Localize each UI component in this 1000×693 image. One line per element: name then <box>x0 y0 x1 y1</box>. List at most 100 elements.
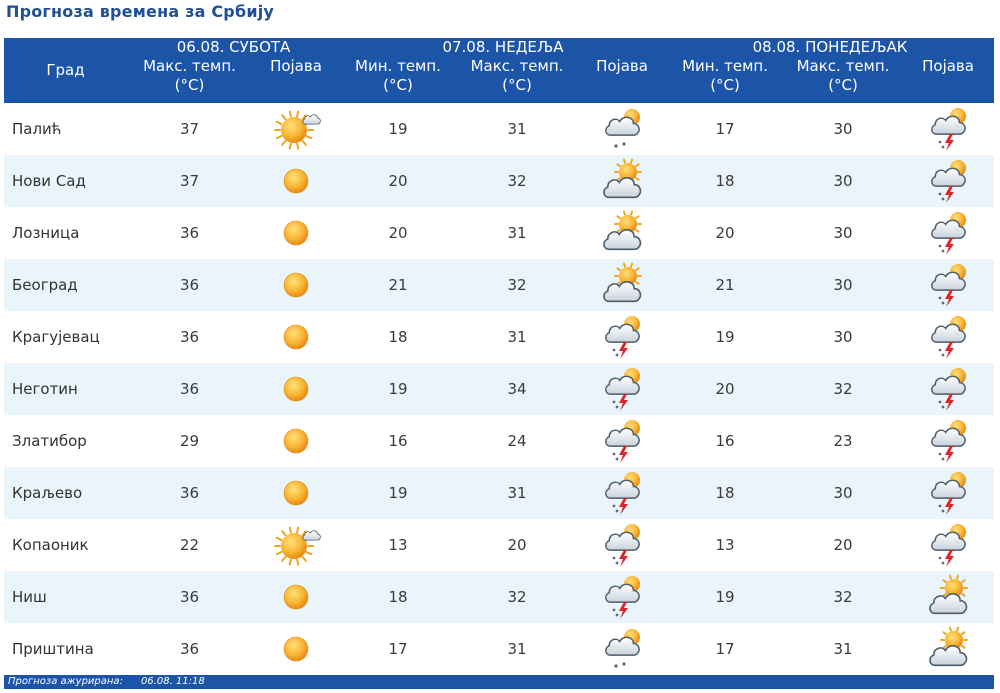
phenomenon-cell <box>578 363 667 415</box>
sun-icon <box>268 470 324 516</box>
d2-max-temp: 31 <box>507 640 527 658</box>
header-d3-max: Макс. темп. (°C) <box>784 57 903 103</box>
city-name: Краљево <box>4 467 127 519</box>
d3-max-temp: 30 <box>833 328 853 346</box>
city-name: Неготин <box>4 363 127 415</box>
d2-min-temp: 19 <box>388 120 408 138</box>
table-row: Лозница 36 20 31 20 30 <box>4 207 994 259</box>
phenomenon-cell <box>578 207 666 259</box>
d3-min-temp: 19 <box>666 571 785 623</box>
thunderstorm-icon <box>594 314 650 360</box>
thunderstorm-icon <box>594 470 650 516</box>
phenomenon-cell <box>902 467 995 519</box>
city-name: Лозница <box>12 224 80 242</box>
d2-min-temp: 20 <box>388 224 408 242</box>
phenomenon-cell <box>902 103 994 155</box>
sun-cloud-icon <box>268 522 324 568</box>
d1-max-temp: 37 <box>179 120 200 138</box>
d2-max-temp: 34 <box>456 363 578 415</box>
header-day-2: 07.08. НЕДЕЉА <box>340 38 667 57</box>
header-day-3: 08.08. ПОНЕДЕЉАК <box>666 38 995 57</box>
thunderstorm-icon <box>920 522 976 568</box>
phenomenon-cell <box>578 571 667 623</box>
d2-min-temp: 20 <box>340 155 456 207</box>
phenomenon-cell <box>902 259 995 311</box>
thunderstorm-icon <box>920 418 976 464</box>
sun-icon <box>268 262 324 308</box>
city-name: Палић <box>12 120 62 138</box>
thunderstorm-icon <box>920 210 976 256</box>
table-row: Златибор 29 16 24 16 23 <box>4 415 994 467</box>
d1-max-temp: 36 <box>127 363 252 415</box>
d3-min-temp: 18 <box>666 155 785 207</box>
sun-icon <box>268 158 324 204</box>
d3-min-temp: 17 <box>715 120 735 138</box>
d2-min-temp: 16 <box>388 432 408 450</box>
d2-max-temp: 31 <box>507 328 527 346</box>
forecast-table: Град 06.08. СУБОТА 07.08. НЕДЕЉА 08.08. … <box>4 38 995 675</box>
phenomenon-cell <box>578 311 666 363</box>
d3-max-temp: 30 <box>784 155 903 207</box>
d3-max-temp: 30 <box>833 224 853 242</box>
d2-max-temp: 31 <box>456 467 578 519</box>
sun-icon <box>268 366 324 412</box>
d3-max-temp: 23 <box>833 432 853 450</box>
d1-max-temp: 36 <box>179 640 200 658</box>
phenomenon-cell <box>252 623 340 675</box>
partly-cloudy-icon <box>920 626 976 672</box>
city-name: Приштина <box>12 640 94 658</box>
phenomenon-cell <box>252 155 340 207</box>
partly-cloudy-icon <box>920 574 976 620</box>
header-row-columns: Макс. темп. (°C) Појава Мин. темп. (°C) Ма… <box>4 57 995 103</box>
partly-cloudy-icon <box>594 262 650 308</box>
thunderstorm-icon <box>920 158 976 204</box>
phenomenon-cell <box>578 519 666 571</box>
d1-max-temp: 22 <box>179 536 200 554</box>
d1-max-temp: 36 <box>127 259 252 311</box>
phenomenon-cell <box>578 155 667 207</box>
d2-min-temp: 21 <box>340 259 456 311</box>
d2-max-temp: 32 <box>456 155 578 207</box>
phenomenon-cell <box>578 467 667 519</box>
table-row: Краљево 36 19 31 18 30 <box>4 467 995 519</box>
sun-cloud-icon <box>268 106 324 152</box>
phenomenon-cell <box>252 311 340 363</box>
phenomenon-cell <box>252 259 340 311</box>
header-d2-phenomenon: Појава <box>578 57 667 103</box>
phenomenon-cell <box>252 519 340 571</box>
d3-min-temp: 19 <box>715 328 735 346</box>
sun-icon <box>268 314 324 360</box>
d1-max-temp: 36 <box>127 571 252 623</box>
phenomenon-cell <box>902 519 994 571</box>
d2-min-temp: 18 <box>388 328 408 346</box>
d2-min-temp: 18 <box>340 571 456 623</box>
rain-cloud-icon <box>594 106 650 152</box>
d3-max-temp: 32 <box>784 571 903 623</box>
d3-min-temp: 20 <box>715 224 735 242</box>
d1-max-temp: 36 <box>179 224 200 242</box>
phenomenon-cell <box>902 207 994 259</box>
d2-max-temp: 24 <box>507 432 527 450</box>
d3-max-temp: 30 <box>784 259 903 311</box>
header-city: Град <box>4 38 127 103</box>
d2-min-temp: 19 <box>340 467 456 519</box>
table-row: Палић 37 19 31 17 30 <box>4 103 994 155</box>
sun-icon <box>268 210 324 256</box>
d1-max-temp: 36 <box>179 328 200 346</box>
d1-max-temp: 36 <box>127 467 252 519</box>
thunderstorm-icon <box>920 262 976 308</box>
table-row: Нови Сад 37 20 32 18 30 <box>4 155 995 207</box>
city-name: Београд <box>4 259 127 311</box>
header-day-1: 06.08. СУБОТА <box>127 38 340 57</box>
phenomenon-cell <box>578 623 666 675</box>
d3-max-temp: 20 <box>833 536 853 554</box>
thunderstorm-icon <box>594 522 650 568</box>
d2-min-temp: 17 <box>388 640 408 658</box>
d1-max-temp: 37 <box>127 155 252 207</box>
d3-min-temp: 20 <box>666 363 785 415</box>
thunderstorm-icon <box>920 106 976 152</box>
partly-cloudy-icon <box>594 210 650 256</box>
city-name: Копаоник <box>12 536 89 554</box>
phenomenon-cell <box>252 571 340 623</box>
phenomenon-cell <box>902 311 994 363</box>
